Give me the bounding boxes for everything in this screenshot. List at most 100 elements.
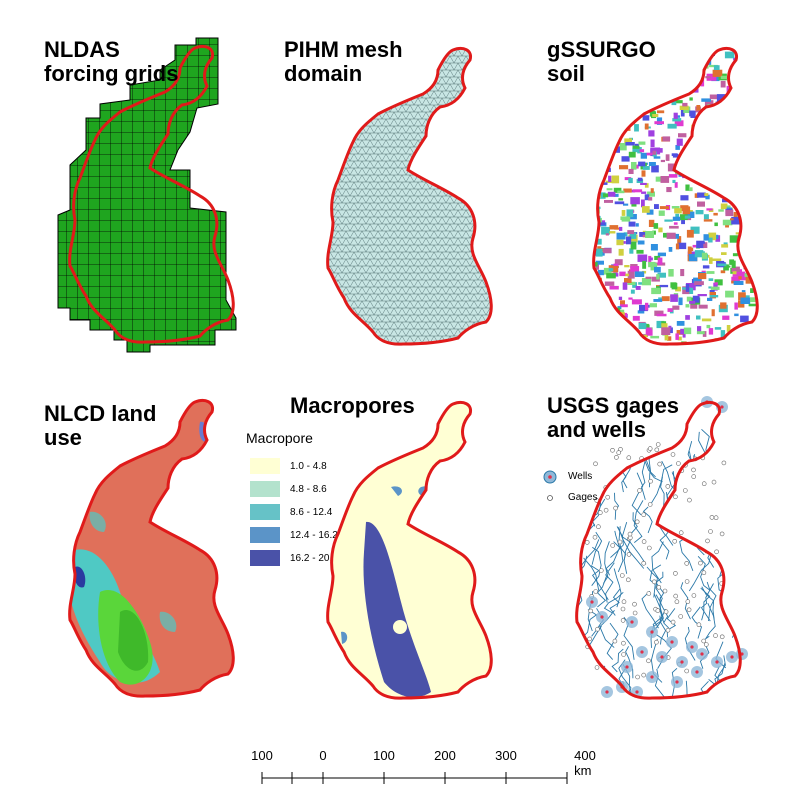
gage-point bbox=[620, 606, 626, 612]
soil-patch bbox=[706, 208, 713, 211]
gage-point bbox=[626, 577, 631, 583]
soil-patch bbox=[676, 49, 683, 56]
stream-segment bbox=[666, 608, 677, 638]
soil-patch bbox=[638, 345, 648, 348]
soil-patch bbox=[641, 342, 648, 345]
soil-patch bbox=[754, 50, 758, 59]
soil-patch bbox=[656, 274, 660, 280]
soil-patch bbox=[697, 241, 705, 244]
soil-patch bbox=[673, 84, 679, 89]
stream-segment bbox=[617, 526, 624, 573]
gage-point bbox=[617, 539, 623, 545]
soil-patch bbox=[642, 166, 650, 170]
stream-segment bbox=[697, 555, 711, 591]
soil-patch bbox=[751, 209, 758, 215]
soil-patch bbox=[724, 187, 732, 190]
gage-point bbox=[687, 497, 692, 503]
stream-segment bbox=[661, 460, 681, 508]
soil-patch bbox=[671, 206, 680, 209]
soil-patch bbox=[759, 141, 765, 146]
soil-patch bbox=[608, 93, 617, 99]
soil-patch bbox=[725, 140, 734, 147]
soil-patch bbox=[742, 174, 749, 177]
gage-point bbox=[673, 494, 678, 500]
soil-patch bbox=[632, 145, 640, 149]
stream-segment bbox=[617, 526, 645, 569]
soil-patch bbox=[698, 273, 707, 280]
gage-point bbox=[663, 609, 669, 614]
soil-patch bbox=[612, 115, 620, 119]
gage-point bbox=[641, 512, 646, 517]
soil-patch bbox=[690, 226, 700, 234]
soil-patch bbox=[712, 69, 723, 77]
stream-segment bbox=[646, 566, 663, 598]
soil-patch bbox=[720, 270, 726, 274]
soil-patch bbox=[663, 91, 667, 97]
soil-patch bbox=[678, 242, 687, 250]
stream-segment bbox=[597, 681, 603, 699]
soil-patch bbox=[761, 211, 766, 216]
soil-patch bbox=[632, 147, 641, 153]
soil-patch bbox=[740, 147, 751, 156]
stream-segment bbox=[580, 692, 599, 699]
soil-patch bbox=[693, 277, 701, 285]
soil-patch bbox=[671, 282, 678, 290]
soil-patch bbox=[627, 348, 632, 354]
soil-patch bbox=[613, 187, 622, 193]
soil-patch bbox=[652, 150, 657, 155]
panel-gssurgo: gSSURGO soil bbox=[532, 0, 798, 380]
stream-segment bbox=[614, 492, 620, 520]
soil-patch bbox=[641, 191, 647, 194]
soil-patch bbox=[758, 134, 767, 140]
soil-patch bbox=[764, 170, 773, 173]
soil-patch bbox=[628, 297, 633, 300]
soil-patch bbox=[731, 337, 741, 343]
stream-segment bbox=[691, 606, 703, 639]
soil-patch bbox=[745, 144, 750, 152]
gage-point bbox=[691, 593, 697, 598]
soil-patch bbox=[589, 138, 593, 145]
soil-patch bbox=[684, 56, 691, 60]
macropore-map bbox=[326, 400, 493, 700]
soil-patch bbox=[688, 254, 698, 262]
soil-patch bbox=[703, 242, 708, 248]
gage-point bbox=[603, 507, 609, 513]
soil-patch bbox=[705, 42, 708, 45]
soil-patch bbox=[744, 217, 752, 220]
soil-patch bbox=[676, 330, 684, 335]
well-center bbox=[640, 650, 644, 654]
soil-patch bbox=[645, 231, 654, 238]
soil-patch bbox=[714, 159, 723, 163]
soil-patch bbox=[692, 62, 698, 68]
gage-point bbox=[655, 442, 661, 447]
soil-patch bbox=[589, 158, 593, 162]
scale-tick-label: 400 km bbox=[574, 748, 596, 778]
soil-patch bbox=[686, 48, 693, 52]
soil-patch bbox=[753, 187, 758, 192]
soil-patch bbox=[757, 112, 758, 116]
soil-patch bbox=[699, 115, 709, 119]
soil-patch bbox=[729, 105, 739, 110]
soil-patch bbox=[703, 214, 709, 220]
gage-point bbox=[614, 455, 619, 460]
well-center bbox=[600, 615, 604, 619]
soil-patch bbox=[627, 230, 635, 235]
soil-patch bbox=[638, 340, 645, 345]
soil-patch bbox=[762, 212, 767, 219]
gage-point bbox=[641, 539, 647, 544]
soil-patch bbox=[696, 105, 701, 111]
soil-patch bbox=[656, 117, 663, 125]
soil-patch bbox=[732, 253, 738, 257]
soil-patch bbox=[713, 212, 718, 216]
soil-patch bbox=[672, 100, 683, 104]
soil-patch bbox=[708, 232, 717, 241]
soil-patch bbox=[722, 315, 730, 320]
gage-point bbox=[701, 570, 707, 575]
soil-patch bbox=[720, 302, 727, 309]
soil-patch bbox=[683, 157, 691, 163]
well-center bbox=[590, 600, 594, 604]
stream-segment bbox=[726, 436, 735, 472]
soil-patch bbox=[624, 265, 630, 268]
soil-patch bbox=[721, 252, 727, 255]
soil-patch bbox=[649, 110, 656, 117]
